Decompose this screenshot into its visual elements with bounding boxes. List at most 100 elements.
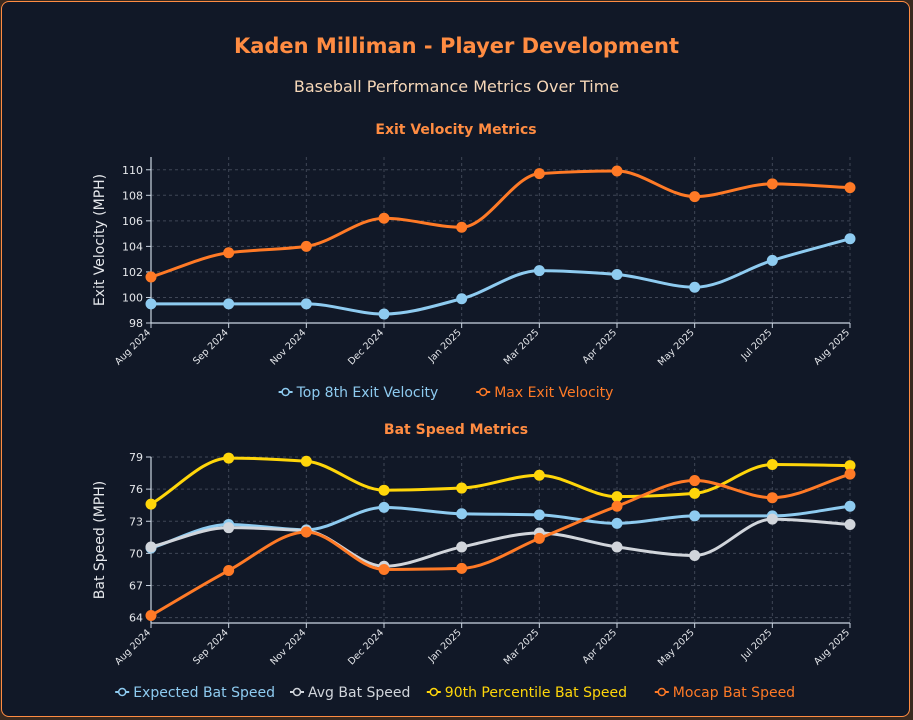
data-point-max-exit-velocity xyxy=(300,240,312,252)
bat-speed-y-tick-label: 70 xyxy=(129,547,143,560)
exit-velocity-x-tick-label: Sep 2024 xyxy=(191,327,231,367)
exit-velocity-x-tick-label: Aug 2025 xyxy=(812,327,852,367)
exit-velocity-y-tick-label: 102 xyxy=(122,266,143,279)
page-subtitle: Baseball Performance Metrics Over Time xyxy=(293,77,620,96)
exit-velocity-y-tick-label: 110 xyxy=(122,164,143,177)
legend-item-top-8th-exit-velocity: Top 8th Exit Velocity xyxy=(278,385,439,401)
data-point-max-exit-velocity xyxy=(378,212,390,224)
data-point-max-exit-velocity xyxy=(223,247,235,259)
data-point-avg-bat-speed xyxy=(223,522,235,534)
data-point-top-8th-exit-velocity xyxy=(300,298,312,310)
bat-speed-y-tick-label: 76 xyxy=(129,483,143,496)
exit-velocity-chart: Exit Velocity Metrics 98 100 102 104 106 108 11… xyxy=(92,122,856,401)
data-point-top-8th-exit-velocity xyxy=(611,268,623,280)
data-point-mocap-bat-speed xyxy=(689,475,701,487)
legend-label: 90th Percentile Bat Speed xyxy=(445,685,627,701)
data-point-90th-percentile-bat-speed xyxy=(766,458,778,470)
data-point-expected-bat-speed xyxy=(611,517,623,529)
bat-speed-y-tick-label: 64 xyxy=(129,612,143,625)
data-point-expected-bat-speed xyxy=(378,501,390,513)
bat-speed-x-tick-label: May 2025 xyxy=(656,627,697,668)
legend-label: Expected Bat Speed xyxy=(133,685,275,701)
data-point-mocap-bat-speed xyxy=(223,565,235,577)
legend-item-expected-bat-speed: Expected Bat Speed xyxy=(115,685,275,701)
data-point-90th-percentile-bat-speed xyxy=(300,455,312,467)
data-point-90th-percentile-bat-speed xyxy=(223,452,235,464)
bat-speed-x-tick-label: Aug 2024 xyxy=(113,627,153,667)
exit-velocity-chart-title: Exit Velocity Metrics xyxy=(375,122,536,138)
exit-velocity-x-tick-label: Jan 2025 xyxy=(426,327,464,365)
bat-speed-x-tick-label: Mar 2025 xyxy=(502,627,542,667)
legend-swatch-marker xyxy=(478,387,488,397)
exit-velocity-y-tick-label: 100 xyxy=(122,291,143,304)
data-point-expected-bat-speed xyxy=(689,510,701,522)
data-point-90th-percentile-bat-speed xyxy=(378,484,390,496)
series-line-90th-percentile-bat-speed xyxy=(150,456,851,506)
bat-speed-y-tick-label: 73 xyxy=(129,515,143,528)
data-point-top-8th-exit-velocity xyxy=(223,298,235,310)
data-point-expected-bat-speed xyxy=(844,500,856,512)
bat-speed-x-tick-label: Aug 2025 xyxy=(812,627,852,667)
data-point-avg-bat-speed xyxy=(145,541,157,553)
exit-velocity-y-tick-label: 108 xyxy=(122,189,143,202)
data-point-avg-bat-speed xyxy=(689,550,701,562)
data-point-max-exit-velocity xyxy=(766,178,778,190)
data-point-top-8th-exit-velocity xyxy=(378,308,390,320)
data-point-mocap-bat-speed xyxy=(300,526,312,538)
data-point-top-8th-exit-velocity xyxy=(766,254,778,266)
bat-speed-x-tick-label: Jan 2025 xyxy=(426,627,464,665)
bat-speed-x-tick-label: Apr 2025 xyxy=(580,627,619,666)
legend-label: Avg Bat Speed xyxy=(308,685,410,701)
legend-label: Top 8th Exit Velocity xyxy=(296,385,439,401)
data-point-top-8th-exit-velocity xyxy=(145,298,157,310)
exit-velocity-x-tick-label: Jul 2025 xyxy=(739,327,775,363)
bat-speed-x-tick-label: Sep 2024 xyxy=(191,627,231,667)
legend-swatch-marker xyxy=(657,687,667,697)
bat-speed-x-tick-label: Nov 2024 xyxy=(268,627,308,667)
data-point-90th-percentile-bat-speed xyxy=(533,469,545,481)
data-point-avg-bat-speed xyxy=(766,513,778,525)
series-line-max-exit-velocity xyxy=(150,169,851,279)
data-point-90th-percentile-bat-speed xyxy=(689,487,701,499)
exit-velocity-y-axis-label: Exit Velocity (MPH) xyxy=(92,174,108,306)
data-point-expected-bat-speed xyxy=(456,508,468,520)
bat-speed-y-axis-label: Bat Speed (MPH) xyxy=(92,481,108,599)
data-point-mocap-bat-speed xyxy=(611,500,623,512)
data-point-max-exit-velocity xyxy=(145,271,157,283)
exit-velocity-y-tick-label: 98 xyxy=(129,317,143,330)
data-point-90th-percentile-bat-speed xyxy=(145,498,157,510)
data-point-avg-bat-speed xyxy=(844,518,856,530)
legend-item-90th-percentile-bat-speed: 90th Percentile Bat Speed xyxy=(426,685,627,701)
bat-speed-x-tick-label: Dec 2024 xyxy=(346,627,386,667)
data-point-top-8th-exit-velocity xyxy=(689,281,701,293)
exit-velocity-x-tick-label: Aug 2024 xyxy=(113,327,153,367)
bat-speed-chart-title: Bat Speed Metrics xyxy=(384,422,528,438)
data-point-mocap-bat-speed xyxy=(766,492,778,504)
legend-label: Mocap Bat Speed xyxy=(673,685,795,701)
data-point-mocap-bat-speed xyxy=(533,532,545,544)
bat-speed-x-tick-label: Jul 2025 xyxy=(739,627,775,663)
data-point-mocap-bat-speed xyxy=(378,563,390,575)
legend-label: Max Exit Velocity xyxy=(494,385,613,401)
bat-speed-y-tick-label: 79 xyxy=(129,451,143,464)
data-point-90th-percentile-bat-speed xyxy=(611,491,623,503)
data-point-max-exit-velocity xyxy=(689,191,701,203)
data-point-90th-percentile-bat-speed xyxy=(456,482,468,494)
data-point-avg-bat-speed xyxy=(456,541,468,553)
legend-swatch-marker xyxy=(281,387,290,397)
series-line-mocap-bat-speed xyxy=(150,472,851,617)
legend-item-mocap-bat-speed: Mocap Bat Speed xyxy=(654,685,795,701)
data-point-90th-percentile-bat-speed xyxy=(844,460,856,472)
data-point-max-exit-velocity xyxy=(533,168,545,180)
series-line-top-8th-exit-velocity xyxy=(151,237,851,316)
data-point-mocap-bat-speed xyxy=(145,610,157,622)
data-point-max-exit-velocity xyxy=(611,165,623,177)
data-point-top-8th-exit-velocity xyxy=(533,265,545,277)
series-line-avg-bat-speed xyxy=(150,517,851,568)
data-point-avg-bat-speed xyxy=(611,541,623,553)
legend-item-max-exit-velocity: Max Exit Velocity xyxy=(476,385,613,401)
data-point-expected-bat-speed xyxy=(533,509,545,521)
exit-velocity-x-tick-label: Nov 2024 xyxy=(268,327,308,367)
data-point-max-exit-velocity xyxy=(844,182,856,194)
exit-velocity-x-tick-label: May 2025 xyxy=(656,327,697,368)
